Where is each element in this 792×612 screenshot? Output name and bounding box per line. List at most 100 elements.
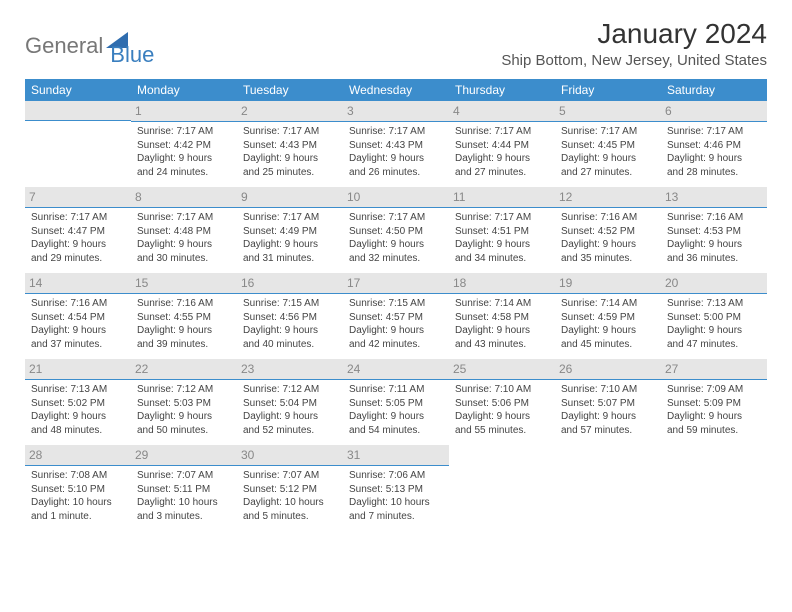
daylight-text: Daylight: 9 hours and 42 minutes. xyxy=(349,324,443,351)
sunrise-text: Sunrise: 7:17 AM xyxy=(137,125,231,139)
col-sunday: Sunday xyxy=(25,79,131,101)
day-number: 30 xyxy=(237,445,343,466)
sunrise-text: Sunrise: 7:17 AM xyxy=(31,211,125,225)
day-number: 13 xyxy=(661,187,767,208)
sunrise-text: Sunrise: 7:16 AM xyxy=(667,211,761,225)
sunset-text: Sunset: 4:59 PM xyxy=(561,311,655,325)
day-number: 8 xyxy=(131,187,237,208)
sunset-text: Sunset: 4:58 PM xyxy=(455,311,549,325)
sunrise-text: Sunrise: 7:07 AM xyxy=(243,469,337,483)
sunrise-text: Sunrise: 7:11 AM xyxy=(349,383,443,397)
sunset-text: Sunset: 5:05 PM xyxy=(349,397,443,411)
sunset-text: Sunset: 4:47 PM xyxy=(31,225,125,239)
daylight-text: Daylight: 9 hours and 28 minutes. xyxy=(667,152,761,179)
sunrise-text: Sunrise: 7:16 AM xyxy=(561,211,655,225)
daylight-text: Daylight: 10 hours and 7 minutes. xyxy=(349,496,443,523)
day-cell: 7Sunrise: 7:17 AMSunset: 4:47 PMDaylight… xyxy=(25,187,131,273)
sunrise-text: Sunrise: 7:13 AM xyxy=(667,297,761,311)
sunset-text: Sunset: 5:11 PM xyxy=(137,483,231,497)
daylight-text: Daylight: 9 hours and 52 minutes. xyxy=(243,410,337,437)
day-cell: 23Sunrise: 7:12 AMSunset: 5:04 PMDayligh… xyxy=(237,359,343,445)
day-cell: 11Sunrise: 7:17 AMSunset: 4:51 PMDayligh… xyxy=(449,187,555,273)
daylight-text: Daylight: 9 hours and 55 minutes. xyxy=(455,410,549,437)
sunrise-text: Sunrise: 7:17 AM xyxy=(455,125,549,139)
day-cell: 30 Sunrise: 7:07 AMSunset: 5:12 PMDayligh… xyxy=(237,445,343,531)
header-row: Sunday Monday Tuesday Wednesday Thursday… xyxy=(25,79,767,101)
sunrise-text: Sunrise: 7:16 AM xyxy=(31,297,125,311)
day-number: 26 xyxy=(555,359,661,380)
sunrise-text: Sunrise: 7:17 AM xyxy=(349,125,443,139)
daylight-text: Daylight: 9 hours and 25 minutes. xyxy=(243,152,337,179)
day-cell: 21Sunrise: 7:13 AMSunset: 5:02 PMDayligh… xyxy=(25,359,131,445)
day-number: 19 xyxy=(555,273,661,294)
sunset-text: Sunset: 5:00 PM xyxy=(667,311,761,325)
day-cell: 29Sunrise: 7:07 AMSunset: 5:11 PMDayligh… xyxy=(131,445,237,531)
sunrise-text: Sunrise: 7:07 AM xyxy=(137,469,231,483)
daylight-text: Daylight: 9 hours and 39 minutes. xyxy=(137,324,231,351)
sunrise-text: Sunrise: 7:17 AM xyxy=(349,211,443,225)
day-number: 24 xyxy=(343,359,449,380)
day-cell: 1Sunrise: 7:17 AMSunset: 4:42 PMDaylight… xyxy=(131,101,237,187)
sunset-text: Sunset: 4:44 PM xyxy=(455,139,549,153)
sunset-text: Sunset: 4:49 PM xyxy=(243,225,337,239)
day-number: 6 xyxy=(661,101,767,122)
daylight-text: Daylight: 9 hours and 29 minutes. xyxy=(31,238,125,265)
sunset-text: Sunset: 4:42 PM xyxy=(137,139,231,153)
day-cell: 3Sunrise: 7:17 AMSunset: 4:43 PMDaylight… xyxy=(343,101,449,187)
sunset-text: Sunset: 5:12 PM xyxy=(243,483,337,497)
sunset-text: Sunset: 4:50 PM xyxy=(349,225,443,239)
day-cell: 15Sunrise: 7:16 AMSunset: 4:55 PMDayligh… xyxy=(131,273,237,359)
day-cell: 14Sunrise: 7:16 AMSunset: 4:54 PMDayligh… xyxy=(25,273,131,359)
sunset-text: Sunset: 4:52 PM xyxy=(561,225,655,239)
daylight-text: Daylight: 9 hours and 54 minutes. xyxy=(349,410,443,437)
day-cell: 24 Sunrise: 7:11 AMSunset: 5:05 PMDayligh… xyxy=(343,359,449,445)
col-saturday: Saturday xyxy=(661,79,767,101)
daylight-text: Daylight: 9 hours and 48 minutes. xyxy=(31,410,125,437)
daylight-text: Daylight: 9 hours and 59 minutes. xyxy=(667,410,761,437)
sunrise-text: Sunrise: 7:17 AM xyxy=(561,125,655,139)
calendar-grid: Sunday Monday Tuesday Wednesday Thursday… xyxy=(25,79,767,531)
daylight-text: Daylight: 9 hours and 35 minutes. xyxy=(561,238,655,265)
blank-day-bar xyxy=(25,101,131,121)
day-number: 2 xyxy=(237,101,343,122)
title-block: January 2024 Ship Bottom, New Jersey, Un… xyxy=(501,18,767,69)
sunrise-text: Sunrise: 7:10 AM xyxy=(455,383,549,397)
day-number: 15 xyxy=(131,273,237,294)
col-friday: Friday xyxy=(555,79,661,101)
sunset-text: Sunset: 5:02 PM xyxy=(31,397,125,411)
col-monday: Monday xyxy=(131,79,237,101)
col-thursday: Thursday xyxy=(449,79,555,101)
sunset-text: Sunset: 4:45 PM xyxy=(561,139,655,153)
sunrise-text: Sunrise: 7:14 AM xyxy=(455,297,549,311)
sunrise-text: Sunrise: 7:12 AM xyxy=(137,383,231,397)
day-number: 1 xyxy=(131,101,237,122)
daylight-text: Daylight: 10 hours and 5 minutes. xyxy=(243,496,337,523)
day-number: 9 xyxy=(237,187,343,208)
sunset-text: Sunset: 5:10 PM xyxy=(31,483,125,497)
day-cell: 4Sunrise: 7:17 AMSunset: 4:44 PMDaylight… xyxy=(449,101,555,187)
sunset-text: Sunset: 4:56 PM xyxy=(243,311,337,325)
sunset-text: Sunset: 5:09 PM xyxy=(667,397,761,411)
daylight-text: Daylight: 9 hours and 27 minutes. xyxy=(561,152,655,179)
day-number: 11 xyxy=(449,187,555,208)
sunrise-text: Sunrise: 7:17 AM xyxy=(667,125,761,139)
day-cell: 18Sunrise: 7:14 AMSunset: 4:58 PMDayligh… xyxy=(449,273,555,359)
sunrise-text: Sunrise: 7:15 AM xyxy=(243,297,337,311)
day-cell: 13Sunrise: 7:16 AMSunset: 4:53 PMDayligh… xyxy=(661,187,767,273)
day-cell: 31Sunrise: 7:06 AMSunset: 5:13 PMDayligh… xyxy=(343,445,449,531)
day-cell xyxy=(555,445,661,531)
sunrise-text: Sunrise: 7:17 AM xyxy=(137,211,231,225)
daylight-text: Daylight: 9 hours and 26 minutes. xyxy=(349,152,443,179)
daylight-text: Daylight: 9 hours and 31 minutes. xyxy=(243,238,337,265)
day-cell: 17Sunrise: 7:15 AMSunset: 4:57 PMDayligh… xyxy=(343,273,449,359)
day-number: 28 xyxy=(25,445,131,466)
sunrise-text: Sunrise: 7:16 AM xyxy=(137,297,231,311)
sunset-text: Sunset: 5:13 PM xyxy=(349,483,443,497)
day-cell: 6Sunrise: 7:17 AMSunset: 4:46 PMDaylight… xyxy=(661,101,767,187)
daylight-text: Daylight: 9 hours and 50 minutes. xyxy=(137,410,231,437)
day-cell: 22Sunrise: 7:12 AMSunset: 5:03 PMDayligh… xyxy=(131,359,237,445)
daylight-text: Daylight: 9 hours and 30 minutes. xyxy=(137,238,231,265)
logo: General Blue xyxy=(25,24,154,68)
day-number: 12 xyxy=(555,187,661,208)
day-number: 20 xyxy=(661,273,767,294)
